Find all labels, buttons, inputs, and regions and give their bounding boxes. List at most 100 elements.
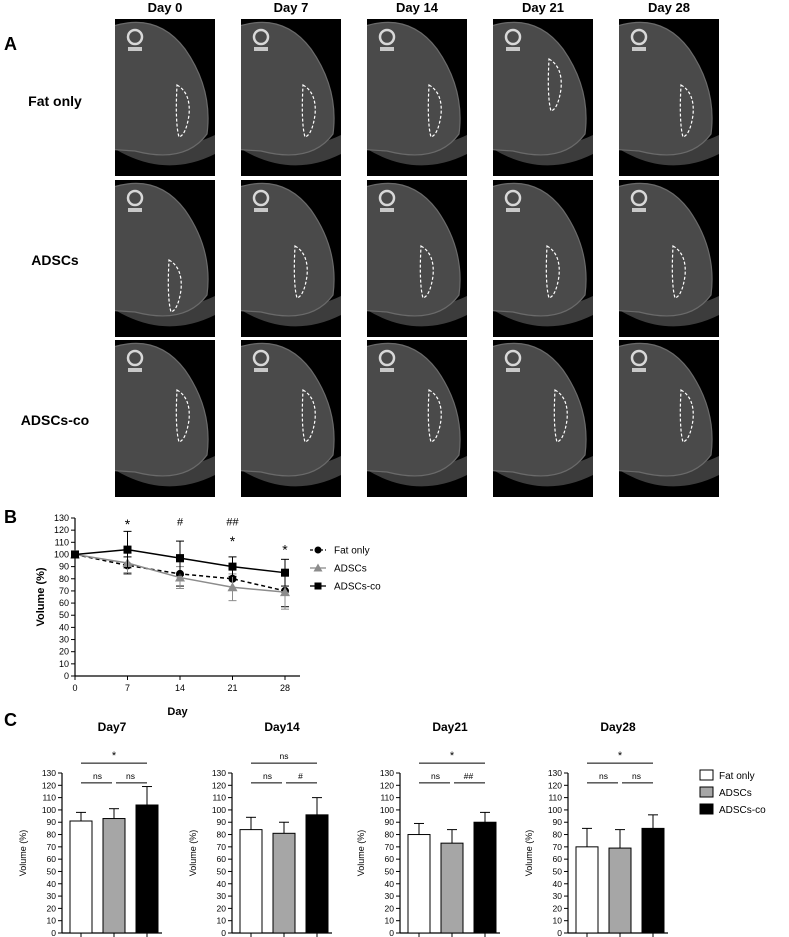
y-tick-label: 110 [548,793,562,803]
y-tick-label: 80 [217,830,227,840]
ct-graft-outline [545,244,560,299]
ct-graft-outline [301,388,316,443]
bar-chart-day14: Day14 0 10 20 30 40 50 60 70 80 90 100 110 120 130 Volu… [188,720,332,937]
bar-chart-day21: Day21 0 10 20 30 40 50 60 70 80 90 100 110 120 130 Volu… [356,720,500,937]
y-tick-label: 130 [380,768,394,778]
ct-vertebra [128,208,142,212]
y-tick-label: 60 [217,854,227,864]
y-tick-label: 120 [42,780,56,790]
y-tick-label: 60 [553,854,563,864]
y-tick-label: 50 [59,610,69,620]
bar-0 [407,834,431,934]
y-tick-label: 0 [64,671,69,681]
significance-mark: ## [226,516,239,528]
ct-body [241,342,335,477]
y-tick-label: 0 [51,928,56,937]
sig-label: ns [632,771,641,781]
ct-body [115,182,209,317]
ct-vertebra [128,47,142,51]
marker-square [71,550,79,559]
ct-image-2-3 [493,340,593,497]
y-tick-label: 20 [217,903,227,913]
ct-vertebra [632,208,646,212]
y-tick-label: 70 [385,842,395,852]
ct-graft-outline [427,388,442,443]
y-axis-title: Volume (%) [35,567,47,626]
ct-body [493,342,587,477]
ct-graft-outline [553,388,568,443]
row-label-fat-only: Fat only [28,93,82,109]
ct-vertebra [380,47,394,51]
y-axis-title: Volume (%) [188,830,198,877]
ct-graft-outline [301,83,316,138]
significance-mark: * [125,516,131,532]
y-tick-label: 20 [59,647,69,657]
bar-0 [239,829,263,934]
y-tick-label: 70 [217,842,227,852]
ct-spine [504,189,522,207]
bar-2 [135,804,159,934]
y-tick-label: 0 [221,928,226,937]
x-tick-label: 21 [227,683,237,693]
y-tick-label: 20 [553,903,563,913]
y-tick-label: 60 [59,598,69,608]
y-tick-label: 100 [212,805,226,815]
y-tick-label: 80 [59,574,69,584]
ct-body [619,342,713,477]
ct-body [619,21,713,156]
row-label-adscs: ADSCs [31,252,79,268]
sig-label: ns [126,771,135,781]
bar-chart-day7: Day7 0 10 20 30 40 50 60 70 80 90 100 110 120 130 Volum… [18,720,162,937]
y-tick-label: 130 [42,768,56,778]
y-tick-label: 90 [385,817,395,827]
ct-graft-outline [427,83,442,138]
y-tick-label: 110 [212,793,226,803]
marker-square [123,545,132,554]
marker-triangle [227,582,238,592]
ct-image-0-3 [493,19,593,176]
y-tick-label: 130 [212,768,226,778]
ct-body [367,21,461,156]
ct-body [367,182,461,317]
ct-vertebra [506,368,520,372]
ct-body [241,21,335,156]
y-tick-label: 100 [548,805,562,815]
sig-label: ns [263,771,272,781]
ct-image-2-4 [619,340,719,497]
ct-graft-outline [679,388,694,443]
significance-mark: # [177,516,184,528]
y-tick-label: 50 [47,866,57,876]
bar-1 [272,832,296,934]
sig-label: ns [93,771,102,781]
bar-chart-title: Day28 [600,720,636,734]
sig-label: ## [464,771,474,781]
y-tick-label: 70 [47,842,57,852]
x-tick-label: 14 [175,683,185,693]
ct-image-drawing [241,342,341,487]
ct-body [367,342,461,477]
ct-image-0-1 [241,19,341,176]
ct-spine [630,28,648,46]
y-tick-label: 120 [548,780,562,790]
bar-1 [608,847,632,934]
ct-spine [630,189,648,207]
y-tick-label: 100 [54,549,69,559]
sig-label: # [298,771,303,781]
marker-circle [314,546,322,554]
x-tick-label: 7 [125,683,130,693]
ct-graft-outline [175,83,190,138]
marker-square [314,582,322,590]
ct-vertebra [254,208,268,212]
ct-image-1-1 [241,180,341,337]
legend-label: ADSCs [334,564,367,575]
ct-spine [630,349,648,367]
ct-vertebra [254,47,268,51]
legend-label: ADSCs [719,788,752,799]
ct-image-0-4 [619,19,719,176]
ct-image-drawing [619,342,719,487]
x-tick-label: 0 [72,683,77,693]
line-chart-volume: 0 10 20 30 40 50 60 70 80 90 100 110 120 130 0 7 14 21 28 D… [35,513,381,718]
x-axis-title: Day [167,706,188,718]
ct-image-drawing [493,21,593,166]
y-tick-label: 90 [217,817,227,827]
